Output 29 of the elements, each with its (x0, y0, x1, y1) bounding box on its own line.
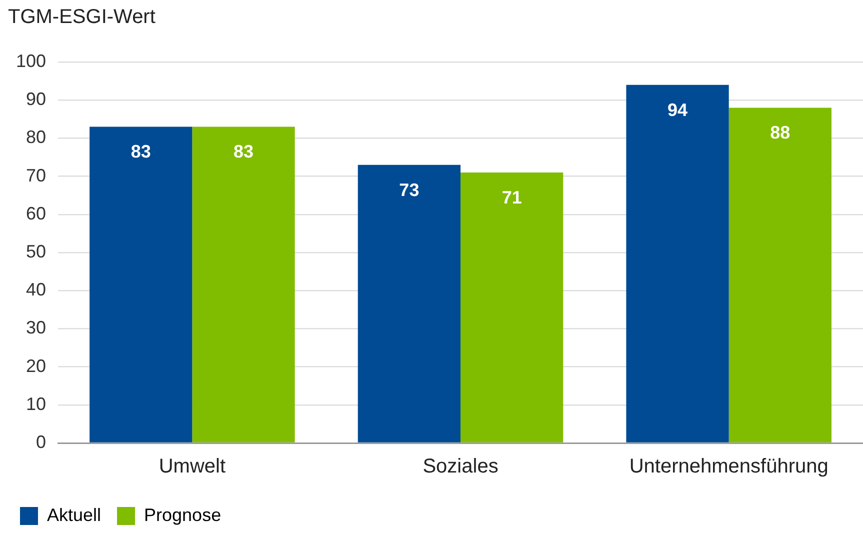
x-tick-label: Unternehmensführung (629, 456, 828, 478)
legend-label: Prognose (144, 504, 222, 525)
bar (728, 108, 832, 442)
data-label: 94 (668, 100, 688, 120)
legend-label: Aktuell (47, 504, 102, 525)
y-tick-label: 40 (26, 280, 46, 300)
y-tick-label: 20 (26, 356, 46, 376)
bar (358, 164, 461, 442)
x-tick-label: Soziales (422, 456, 498, 478)
y-tick-label: 100 (16, 50, 46, 71)
y-tick-label: 90 (26, 89, 46, 110)
y-tick-label: 50 (26, 241, 46, 262)
data-label: 71 (502, 187, 522, 208)
bar (460, 172, 564, 442)
data-label: 83 (233, 142, 254, 162)
y-tick-label: 30 (26, 318, 46, 338)
bar (192, 126, 295, 442)
bar (90, 126, 192, 442)
y-tick-label: 70 (26, 165, 46, 186)
data-label: 88 (770, 122, 790, 143)
y-tick-label: 60 (26, 203, 46, 224)
y-axis-title: TGM-ESGI-Wert (8, 6, 156, 29)
y-tick-label: 80 (26, 127, 46, 148)
x-tick-label: Umwelt (158, 456, 226, 478)
bar (626, 84, 729, 442)
data-label: 73 (399, 180, 420, 200)
y-tick-label: 10 (26, 394, 46, 414)
data-label: 83 (130, 142, 151, 162)
y-tick-label: 0 (36, 432, 46, 452)
